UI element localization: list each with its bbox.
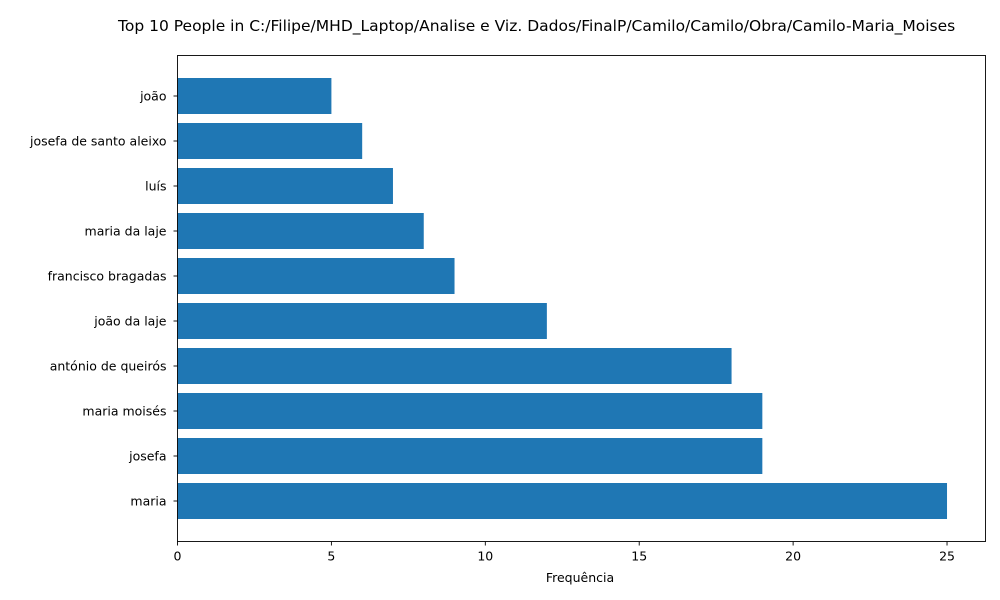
x-tick-label: 15 <box>631 549 647 564</box>
y-tick-label: maria moisés <box>82 404 166 419</box>
bar-maria-moisés <box>177 393 763 429</box>
y-tick-label: maria <box>130 494 166 509</box>
bar-francisco-bragadas <box>177 258 455 294</box>
y-tick-labels: maria josefa maria moisés antónio de queiró… <box>29 89 178 509</box>
bar-joão <box>177 78 332 114</box>
x-ticks: 0 5 10 15 20 25 <box>174 541 955 564</box>
bar-maria <box>177 483 948 519</box>
x-tick-label: 5 <box>327 549 335 564</box>
y-tick-label: antónio de queirós <box>50 359 167 374</box>
y-tick-label: francisco bragadas <box>48 269 167 284</box>
x-tick-label: 20 <box>785 549 801 564</box>
chart-title: Top 10 People in C:/Filipe/MHD_Laptop/An… <box>117 17 955 36</box>
y-tick-label: joão <box>139 89 166 104</box>
x-axis-label: Frequência <box>546 570 614 585</box>
bar-luís <box>177 168 393 204</box>
x-tick-label: 10 <box>477 549 493 564</box>
bars-group <box>177 78 948 519</box>
y-tick-label: maria da laje <box>85 224 167 239</box>
y-tick-label: luís <box>145 179 166 194</box>
y-tick-label: josefa <box>128 449 166 464</box>
bar-maria-da-laje <box>177 213 424 249</box>
bar-joão-da-laje <box>177 303 547 339</box>
y-tick-label: joão da laje <box>93 314 167 329</box>
bar-antónio-de-queirós <box>177 348 732 384</box>
bar-josefa <box>177 438 763 474</box>
bar-josefa-de-santo-aleixo <box>177 123 363 159</box>
x-tick-label: 0 <box>174 549 182 564</box>
y-tick-label: josefa de santo aleixo <box>29 134 167 149</box>
x-tick-label: 25 <box>939 549 955 564</box>
plot-frame <box>177 55 986 542</box>
